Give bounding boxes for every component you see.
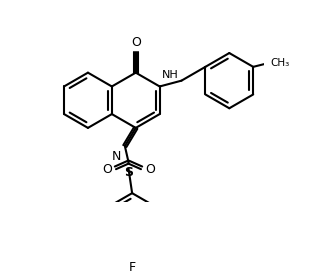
Text: CH₃: CH₃ xyxy=(270,58,289,68)
Text: N: N xyxy=(112,150,121,163)
Text: S: S xyxy=(124,166,133,179)
Text: O: O xyxy=(102,163,112,176)
Text: NH: NH xyxy=(162,70,179,80)
Text: F: F xyxy=(129,261,136,274)
Text: O: O xyxy=(145,163,155,176)
Text: O: O xyxy=(131,36,141,49)
